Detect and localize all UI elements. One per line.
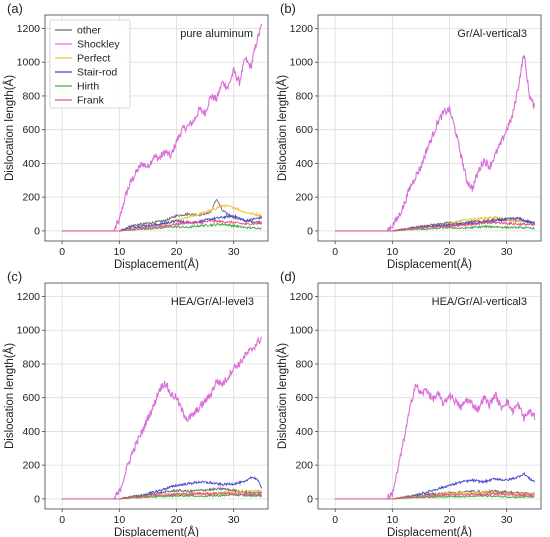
legend-label: Stair-rod (77, 67, 117, 79)
y-tick-label: 0 (307, 225, 313, 237)
y-axis-label: Dislocation length(Å) (276, 343, 289, 449)
x-tick-label: 20 (444, 246, 456, 258)
y-tick-label: 600 (295, 124, 313, 136)
y-tick-label: 0 (307, 493, 313, 505)
legend: other Shockley Perfect Stair-rod Hirth Frank (49, 19, 131, 109)
y-tick-label: 200 (22, 192, 40, 204)
legend-label: Hirth (77, 81, 99, 93)
panel-title: HEA/Gr/Al-vertical3 (432, 296, 527, 308)
x-tick-label: 0 (59, 246, 65, 258)
series-shockley (335, 383, 536, 501)
y-tick-label: 400 (22, 158, 40, 170)
y-tick-label: 200 (295, 460, 313, 472)
x-axis-label: Displacement(Å) (114, 526, 199, 537)
panel-label: (a) (7, 1, 23, 16)
y-tick-label: 800 (22, 90, 40, 102)
panel-c: 0 10 20 30 0 200 400 600 800 1000 1200 Displacement… (3, 269, 269, 537)
panel-a: 0 10 20 30 0 200 400 600 800 1000 1200 Displacement… (3, 1, 269, 271)
y-tick-label: 200 (22, 460, 40, 472)
x-tick-label: 10 (386, 246, 398, 258)
panel-label: (c) (7, 269, 22, 284)
plot-frame (44, 14, 269, 242)
y-tick-label: 1200 (290, 291, 314, 303)
series-frank (62, 218, 263, 232)
series-stair-rod (335, 216, 536, 232)
x-tick-label: 20 (444, 514, 456, 526)
y-tick-label: 200 (295, 192, 313, 204)
y-axis-label: Dislocation length(Å) (3, 75, 16, 181)
x-tick-label: 20 (171, 246, 183, 258)
y-tick-label: 800 (295, 90, 313, 102)
y-tick-label: 400 (295, 158, 313, 170)
legend-label: other (77, 25, 101, 37)
x-tick-label: 0 (59, 514, 65, 526)
series-shockley (62, 336, 263, 500)
y-tick-label: 1200 (290, 23, 314, 35)
panel-title: HEA/Gr/Al-level3 (171, 296, 254, 308)
y-tick-label: 600 (22, 392, 40, 404)
x-tick-label: 0 (332, 246, 338, 258)
x-tick-label: 30 (501, 246, 513, 258)
panel-b: 0 10 20 30 0 200 400 600 800 1000 1200 Displacement… (276, 1, 542, 271)
plot-frame (317, 282, 542, 510)
x-tick-label: 10 (113, 514, 125, 526)
panel-title: Gr/Al-vertical3 (457, 28, 527, 40)
y-tick-label: 800 (295, 358, 313, 370)
y-tick-label: 1000 (17, 57, 41, 69)
legend-label: Shockley (77, 39, 120, 51)
series-frank (335, 220, 536, 232)
y-axis-label: Dislocation length(Å) (3, 343, 16, 449)
x-tick-label: 30 (228, 514, 240, 526)
x-axis-label: Displacement(Å) (387, 258, 472, 271)
series-frank (62, 491, 262, 500)
y-tick-label: 400 (295, 426, 313, 438)
series-frank (335, 491, 535, 500)
y-tick-label: 1200 (17, 291, 41, 303)
panel-label: (d) (280, 269, 296, 284)
panel-title: pure aluminum (180, 28, 253, 40)
series-other (335, 217, 536, 232)
x-tick-label: 20 (171, 514, 183, 526)
x-tick-label: 0 (332, 514, 338, 526)
y-axis-label: Dislocation length(Å) (276, 75, 289, 181)
y-tick-label: 800 (22, 358, 40, 370)
panel-label: (b) (280, 1, 296, 16)
y-tick-label: 600 (22, 124, 40, 136)
legend-label: Perfect (77, 53, 110, 65)
y-tick-label: 0 (34, 225, 40, 237)
plot-frame (317, 14, 542, 242)
x-tick-label: 10 (386, 514, 398, 526)
x-tick-label: 30 (501, 514, 513, 526)
y-tick-label: 600 (295, 392, 313, 404)
y-tick-label: 1000 (17, 325, 41, 337)
plot-frame (44, 282, 269, 510)
y-tick-label: 1000 (290, 57, 314, 69)
legend-label: Frank (77, 95, 105, 107)
x-tick-label: 30 (228, 246, 240, 258)
panel-d: 0 10 20 30 0 200 400 600 800 1000 1200 Displacement… (276, 269, 542, 537)
x-tick-label: 10 (113, 246, 125, 258)
y-tick-label: 400 (22, 426, 40, 438)
y-tick-label: 1000 (290, 325, 314, 337)
x-axis-label: Displacement(Å) (387, 526, 472, 537)
y-tick-label: 0 (34, 493, 40, 505)
y-tick-label: 1200 (17, 23, 41, 35)
x-axis-label: Displacement(Å) (114, 258, 199, 271)
series-shockley (335, 54, 536, 232)
